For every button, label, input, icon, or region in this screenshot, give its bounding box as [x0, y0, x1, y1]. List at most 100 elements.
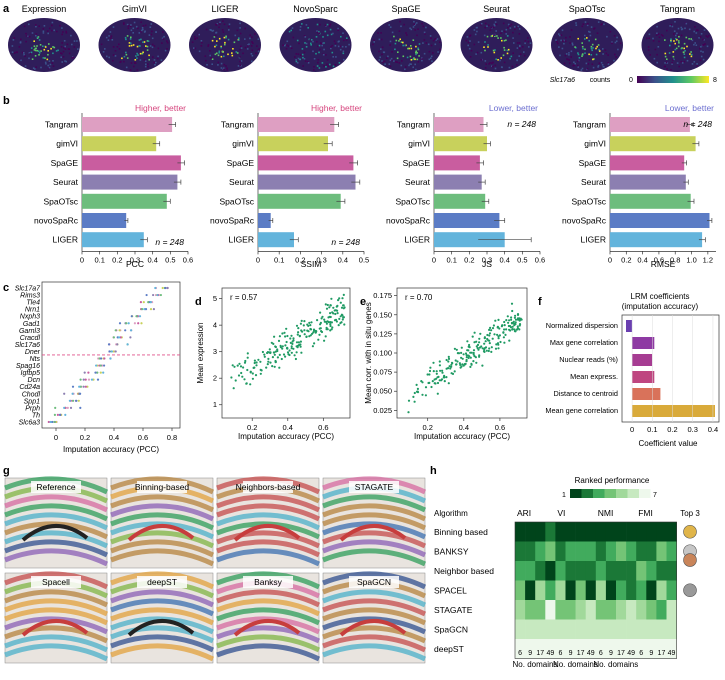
- scatter-point: [334, 312, 337, 316]
- expression-spot: [672, 59, 674, 61]
- expression-spot: [228, 23, 231, 26]
- expression-spot: [588, 59, 591, 61]
- domain-band: [110, 503, 215, 522]
- expression-spot: [138, 39, 141, 41]
- gene-dot: [129, 329, 133, 332]
- panel-b-letter: b: [3, 95, 10, 107]
- scatter-point: [342, 307, 345, 310]
- scatter-point: [505, 319, 508, 322]
- scatter-point: [238, 362, 241, 365]
- scatter-point: [284, 335, 287, 338]
- expression-spot: [130, 44, 133, 47]
- expression-spot: [198, 50, 201, 53]
- rank-cell: [666, 600, 677, 620]
- expression-spot: [561, 29, 564, 32]
- bar-gimvi: [434, 136, 487, 152]
- expression-spot: [133, 61, 136, 64]
- tissue-map: [460, 18, 533, 72]
- expression-spot: [511, 65, 514, 68]
- scatter-point: [493, 333, 496, 336]
- expression-spot: [669, 25, 671, 27]
- rank-legend-min: 1: [562, 492, 566, 499]
- expression-spot: [518, 55, 520, 57]
- expression-spot: [706, 45, 709, 48]
- expression-spot: [194, 38, 196, 40]
- expression-spot: [373, 39, 375, 41]
- bar-spaotsc: [610, 193, 691, 209]
- expression-spot: [487, 24, 490, 27]
- expression-spot: [584, 48, 586, 51]
- expression-spot: [483, 34, 486, 37]
- scatter-point: [339, 301, 342, 304]
- gene-label: Nxph3: [20, 314, 40, 321]
- expression-spot: [505, 28, 508, 31]
- expression-spot: [573, 61, 575, 64]
- expression-spot: [607, 54, 609, 56]
- expression-spot: [586, 67, 589, 70]
- scatter-point: [420, 380, 423, 383]
- scatter-point: [496, 325, 499, 328]
- scatter-point: [340, 306, 344, 309]
- expression-spot: [519, 53, 522, 55]
- bar-liger: [258, 232, 294, 248]
- scatter-point: [273, 365, 276, 368]
- x-tick-label: 0.4: [708, 425, 718, 434]
- expression-spot: [308, 38, 311, 41]
- heatmap-frame: [514, 521, 677, 659]
- expression-spot: [38, 25, 40, 27]
- hippocampus-band: [21, 524, 89, 542]
- expression-spot: [144, 65, 147, 68]
- expression-spot: [676, 32, 678, 35]
- expression-spot: [494, 64, 497, 67]
- scatter-point: [249, 371, 252, 374]
- expression-spot: [338, 40, 340, 43]
- expression-spot: [558, 46, 560, 48]
- expression-spot: [413, 24, 416, 26]
- expression-spot: [607, 63, 610, 65]
- expression-spot: [123, 23, 125, 25]
- x-tick-label: 0.6: [654, 255, 664, 264]
- title-backdrop: [243, 481, 293, 493]
- scatter-point: [274, 350, 277, 353]
- expression-spot: [316, 30, 318, 32]
- expression-spot: [503, 39, 506, 42]
- domain-tick: 6: [639, 650, 643, 657]
- expression-spot: [681, 62, 684, 64]
- expression-spot: [291, 27, 294, 29]
- medal-icon: [683, 524, 697, 539]
- expression-spot: [343, 39, 345, 42]
- domain-tick: 9: [649, 650, 653, 657]
- expression-spot: [524, 40, 527, 42]
- expression-spot: [318, 32, 321, 34]
- expression-spot: [147, 63, 149, 65]
- expression-spot: [151, 43, 154, 46]
- expression-spot: [149, 26, 152, 28]
- scatter-point: [466, 340, 469, 343]
- x-tick-label: 0.6: [183, 255, 193, 264]
- gene-dot: [79, 385, 82, 388]
- expression-spot: [143, 31, 146, 33]
- expression-spot: [143, 41, 146, 43]
- expression-spot: [580, 69, 583, 71]
- scatter-point: [334, 318, 338, 321]
- expression-spot: [588, 53, 590, 56]
- method-label: SpaGE: [227, 158, 255, 168]
- rank-cell: [595, 522, 607, 542]
- domain-band: [216, 571, 321, 590]
- scatter-point: [455, 363, 458, 366]
- expression-spot: [114, 50, 117, 52]
- bar-liger: [434, 232, 505, 248]
- expression-spot: [49, 63, 52, 66]
- rank-cell: [545, 600, 556, 620]
- gene-dot: [71, 399, 75, 402]
- expression-spot: [372, 43, 374, 46]
- rank-cell: [535, 541, 546, 562]
- expression-spot: [112, 54, 115, 56]
- rank-legend-swatch: [639, 489, 651, 498]
- gene-label: Garnl3: [19, 328, 40, 335]
- expression-spot: [116, 46, 119, 48]
- expression-spot: [299, 54, 302, 56]
- expression-spot: [140, 38, 142, 41]
- domain-tick: 49: [627, 650, 635, 657]
- expression-spot: [700, 50, 702, 53]
